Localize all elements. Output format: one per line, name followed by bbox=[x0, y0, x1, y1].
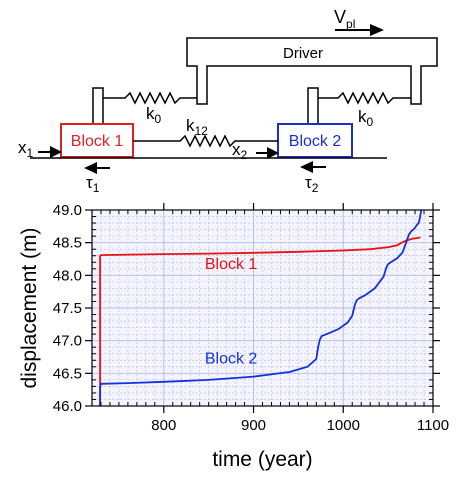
block1-post bbox=[92, 87, 104, 125]
spring-k12-label: k12 bbox=[186, 116, 208, 138]
plate-velocity-arrow-head bbox=[370, 24, 384, 36]
series-annotation-block2: Block 2 bbox=[205, 351, 258, 368]
y-tick-label: 47.0 bbox=[53, 333, 82, 350]
x2-label: x2 bbox=[232, 140, 248, 162]
x-tick-label: 900 bbox=[241, 417, 266, 434]
tau2-arrow-head bbox=[300, 161, 313, 173]
y-tick-label: 49.0 bbox=[53, 202, 82, 219]
y-tick-label: 48.0 bbox=[53, 267, 82, 284]
x2-arrow-head bbox=[267, 147, 279, 159]
block1-label: Block 1 bbox=[71, 133, 124, 150]
plate-velocity-label: Vpl bbox=[334, 7, 355, 31]
tau1-label: τ1 bbox=[86, 173, 100, 195]
tau2-label: τ2 bbox=[305, 173, 319, 195]
y-tick-label: 46.5 bbox=[53, 365, 82, 382]
series-annotations: Block 1 Block 2 bbox=[205, 256, 258, 368]
y-tick-label: 46.0 bbox=[53, 398, 82, 415]
x-axis-title: time (year) bbox=[212, 448, 312, 471]
driver-label: Driver bbox=[283, 45, 323, 62]
tau1-arrow-head bbox=[84, 162, 97, 174]
x-tick-label: 800 bbox=[151, 417, 176, 434]
x1-arrow-head bbox=[50, 146, 62, 158]
y-tick-label: 47.5 bbox=[53, 300, 82, 317]
x-tick-label: 1100 bbox=[417, 417, 449, 434]
axis-ticks bbox=[85, 203, 440, 413]
spring-k0-left-label: k0 bbox=[146, 104, 162, 126]
displacement-chart: 800 900 1000 1100 46.0 46.5 47.0 47.5 48.0 48.5 49… bbox=[18, 202, 449, 471]
spring-k0-left bbox=[103, 91, 197, 105]
block2-post bbox=[307, 87, 319, 125]
series-line-block1 bbox=[99, 236, 421, 406]
block2-label: Block 2 bbox=[289, 133, 342, 150]
series-line-block2 bbox=[99, 209, 423, 406]
y-axis-title: displacement (m) bbox=[18, 227, 41, 388]
y-tick-label: 48.5 bbox=[53, 235, 82, 252]
spring-k0-right-label: k0 bbox=[358, 107, 374, 129]
chart-series bbox=[99, 209, 423, 406]
driver-plate bbox=[186, 37, 438, 105]
spring-k12 bbox=[133, 134, 278, 148]
x-tick-label: 1000 bbox=[327, 417, 360, 434]
block-spring-schematic: Vpl Driver k0 k0 Block 1 Block 2 k12 x1 … bbox=[18, 7, 438, 195]
axis-tick-labels: 800 900 1000 1100 46.0 46.5 47.0 47.5 48.0 48.5 49… bbox=[53, 202, 449, 434]
series-annotation-block1: Block 1 bbox=[205, 256, 258, 273]
spring-k0-right bbox=[318, 91, 411, 105]
x1-label: x1 bbox=[18, 138, 34, 160]
